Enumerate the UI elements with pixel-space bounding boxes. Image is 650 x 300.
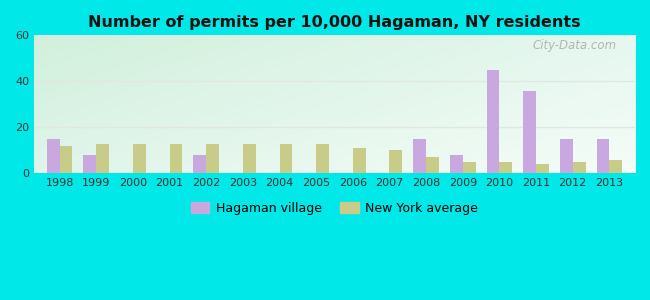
Bar [609,160,622,173]
Bar [499,162,512,173]
Bar [96,143,109,173]
Bar [170,143,183,173]
Legend: Hagaman village, New York average: Hagaman village, New York average [186,197,484,220]
Bar [206,143,219,173]
Bar [83,155,96,173]
Bar [243,143,255,173]
Bar [560,139,573,173]
Bar [389,150,402,173]
Bar [450,155,463,173]
Bar [573,162,586,173]
Bar [353,148,366,173]
Bar [47,139,60,173]
Bar [60,146,72,173]
Bar [413,139,426,173]
Title: Number of permits per 10,000 Hagaman, NY residents: Number of permits per 10,000 Hagaman, NY… [88,15,581,30]
Bar [463,162,476,173]
Bar [597,139,609,173]
Bar [523,91,536,173]
Bar [536,164,549,173]
Bar [316,143,329,173]
Bar [133,143,146,173]
Bar [426,158,439,173]
Bar [194,155,206,173]
Bar [280,143,292,173]
Text: City-Data.com: City-Data.com [533,40,617,52]
Bar [487,70,499,173]
